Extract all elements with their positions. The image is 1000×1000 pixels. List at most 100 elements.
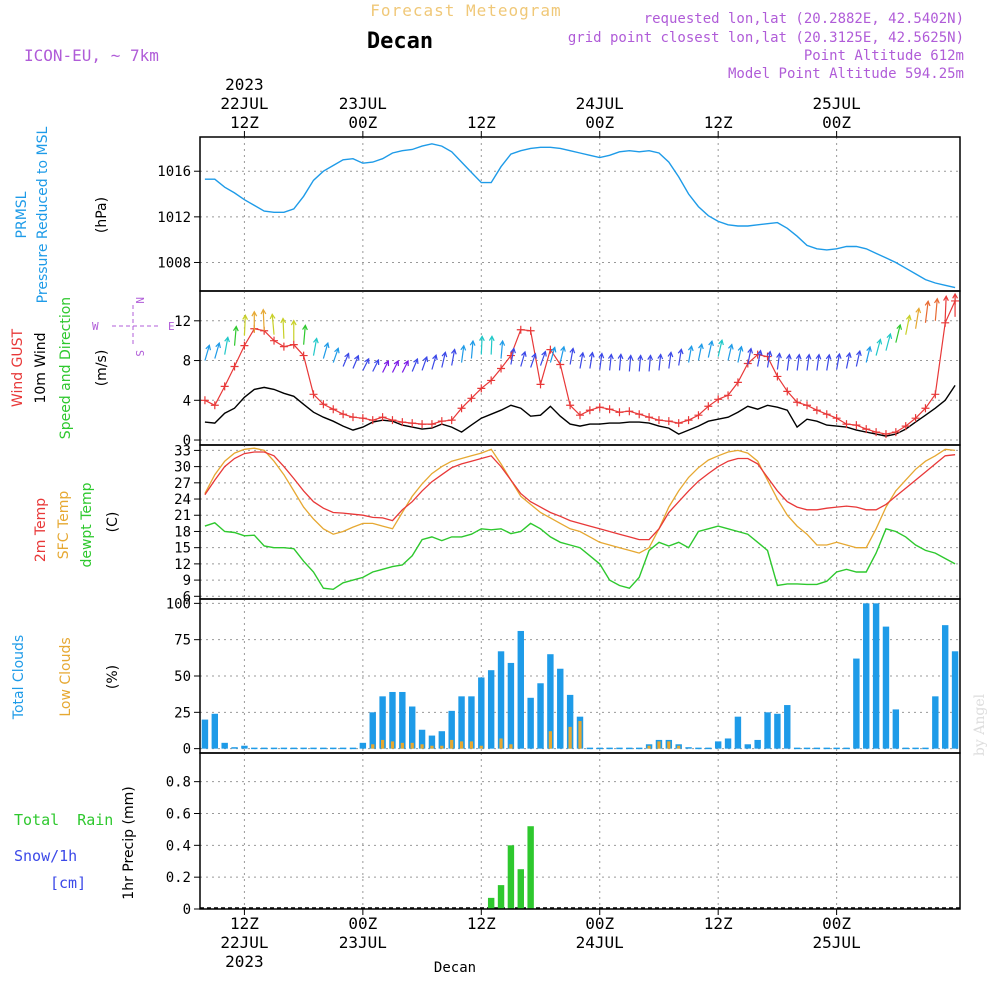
wind10m-line [204,385,956,437]
total-cloud-bar [872,603,880,749]
model-label: ICON-EU, ~ 7km [24,46,159,65]
top-axis-label: 12Z [467,113,496,132]
total-cloud-bar [941,625,949,749]
low-cloud-bar [400,742,404,749]
wind-arrow-head [302,324,308,331]
wind-arrow-head [531,352,537,359]
gust-marker [694,411,703,420]
wind-arrow [865,346,871,363]
wind-arrow [539,351,546,366]
total-cloud-bar [912,747,919,750]
gust-marker [408,419,417,428]
wind-arrow [855,350,861,367]
temp-ytick-label: 24 [174,492,191,508]
total-cloud-bar [616,747,623,750]
top-axis-label: 2023 [225,75,264,94]
gust-marker [704,402,713,411]
temp-ytick-label: 30 [174,460,191,476]
wind-arrow-head [677,348,684,355]
wind-arrow-head [450,348,457,355]
wind-arrow [757,350,762,367]
wind-arrow-head [924,300,931,307]
total-cloud-bar [843,747,850,750]
wind-dir-label: Speed and Direction [58,297,74,439]
wind-arrow [262,309,265,331]
info-gridpoint: grid point closest lon,lat (20.3125E, 42… [568,30,964,46]
wind-arrow [826,354,830,371]
bottom-axis-label: 12Z [704,914,733,933]
gust-marker [477,384,486,393]
top-axis-label: 00Z [348,113,377,132]
gust-marker [200,396,209,405]
gust-marker [289,340,298,349]
total-cloud-bar [349,747,357,750]
wind-arrow [589,352,594,369]
total-cloud-bar [320,747,327,750]
wind-arrow-head [805,353,812,360]
total-cloud-bar [714,741,722,749]
wind-arrow-head [886,332,893,340]
gust-marker [585,406,594,415]
wind-arrow-head [422,355,429,363]
low-cloud-bar [469,741,474,749]
wind-arrow [411,358,418,372]
wind-arrow [243,315,246,336]
precip-bar [497,885,505,909]
wind-arrow-head [866,345,872,352]
wind-arrow-head [952,292,958,299]
wind-arrow-head [269,313,276,320]
wind-arrow-head [280,317,287,324]
wind-arrow-head [579,351,585,358]
gust-marker [773,372,782,381]
wind-arrow [224,337,229,355]
top-axis-label: 00Z [585,113,614,132]
low-cloud-bar [499,738,503,749]
total-cloud-bar [211,713,219,749]
total-cloud-bar [833,747,840,750]
wind-arrow [520,351,526,367]
bottom-axis-label: 22JUL [220,933,268,952]
wind-arrow-head [896,323,903,330]
gust-marker [516,325,525,334]
bottom-axis-label: 25JUL [813,933,861,952]
total-cloud-bar [527,697,534,749]
wind-arrow [648,355,652,372]
precip-bar [517,869,524,909]
wind-arrow [727,344,733,361]
gust-marker [714,395,723,404]
wind-arrow-head [205,344,212,351]
clouds-ytick-label: 0 [183,742,191,758]
total-clouds-label: Total Clouds [11,635,27,720]
wind-arrow [687,346,693,363]
total-cloud-bar [330,747,337,750]
gust-marker [921,404,930,413]
wind-arrow [322,342,329,359]
low-cloud-bar [371,744,375,749]
wind-arrow-head [521,350,527,357]
pressure-ytick-label: 1012 [157,210,191,226]
total-cloud-bar [793,747,801,750]
low-cloud-bar [509,744,513,749]
total-cloud-bar [438,731,446,749]
gust-marker [832,414,841,423]
precip-bar [487,897,495,909]
low-cloud-bar [479,745,483,749]
gust-marker [368,416,377,425]
low-cloud-bar [548,731,552,749]
gust-marker [763,352,772,361]
wind-ytick-label: 0 [183,433,191,449]
wind-arrow [282,318,285,339]
pressure-labels: PRMSL Pressure Reduced to MSL (hPa) [14,126,110,303]
wind-arrow-head [432,353,438,361]
total-cloud-bar [221,742,228,749]
low-cloud-bar [430,745,434,749]
gust-marker [812,406,821,415]
total-cloud-bar [339,747,347,750]
total-cloud-bar [902,747,909,750]
total-cloud-bar [754,739,761,749]
wind-arrow-head [334,347,340,354]
wind-ytick-label: 4 [183,393,191,409]
clouds-ytick-label: 75 [174,633,191,649]
total-cloud-bar [606,747,613,750]
